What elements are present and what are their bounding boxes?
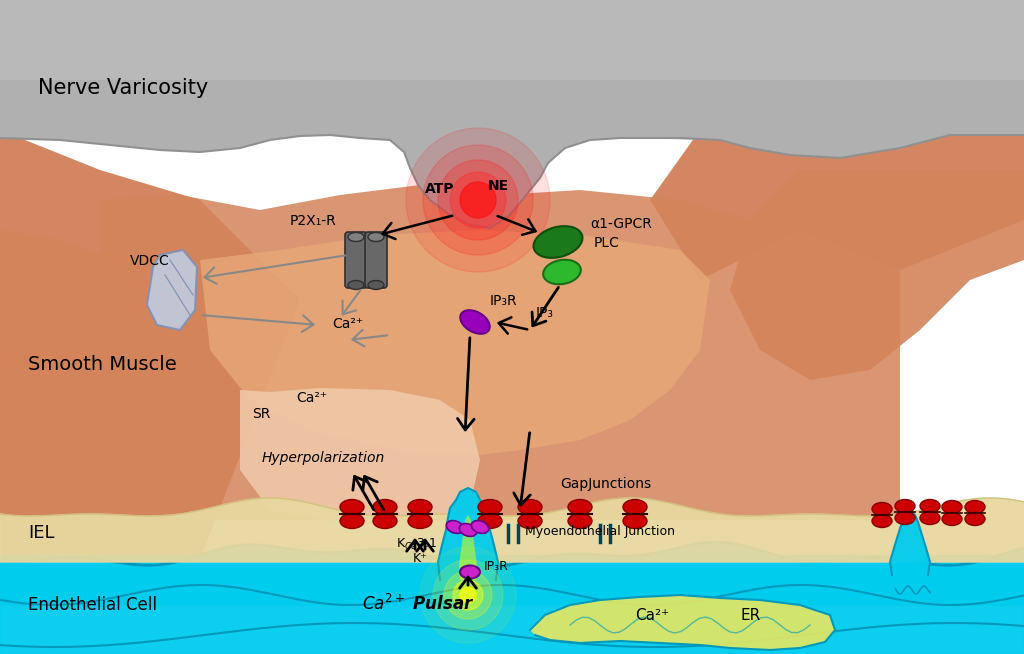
Ellipse shape xyxy=(895,500,915,513)
Ellipse shape xyxy=(518,513,542,528)
Ellipse shape xyxy=(568,513,592,528)
Ellipse shape xyxy=(348,233,364,241)
Text: NE: NE xyxy=(487,179,509,193)
Text: Ca²⁺: Ca²⁺ xyxy=(332,317,364,331)
Text: Ca²⁺: Ca²⁺ xyxy=(635,608,669,623)
Circle shape xyxy=(420,547,516,643)
Polygon shape xyxy=(890,510,930,575)
Text: $Ca^{2+}$ Pulsar: $Ca^{2+}$ Pulsar xyxy=(361,594,474,614)
Circle shape xyxy=(460,182,496,218)
Ellipse shape xyxy=(623,513,647,528)
Ellipse shape xyxy=(895,511,915,525)
Text: K⁺: K⁺ xyxy=(413,552,428,565)
Polygon shape xyxy=(200,230,710,455)
Text: Smooth Muscle: Smooth Muscle xyxy=(28,355,177,374)
Circle shape xyxy=(438,160,518,240)
Polygon shape xyxy=(0,160,240,520)
Text: P2X₁-R: P2X₁-R xyxy=(290,214,337,228)
Ellipse shape xyxy=(942,513,962,526)
Polygon shape xyxy=(650,130,1024,280)
Ellipse shape xyxy=(623,500,647,515)
Text: Nerve Varicosity: Nerve Varicosity xyxy=(38,78,208,98)
Text: K$_{Ca}$3.1: K$_{Ca}$3.1 xyxy=(396,537,437,552)
Text: Endothelial Cell: Endothelial Cell xyxy=(28,596,157,614)
Ellipse shape xyxy=(340,500,364,515)
Polygon shape xyxy=(0,0,1024,80)
Ellipse shape xyxy=(920,500,940,513)
FancyBboxPatch shape xyxy=(345,232,367,288)
Text: Ca²⁺: Ca²⁺ xyxy=(296,391,327,405)
Polygon shape xyxy=(530,595,835,650)
Ellipse shape xyxy=(872,502,892,515)
Text: ATP: ATP xyxy=(425,182,455,196)
Circle shape xyxy=(450,172,506,228)
Circle shape xyxy=(423,145,534,255)
Text: ER: ER xyxy=(740,608,760,623)
Polygon shape xyxy=(433,555,503,580)
Ellipse shape xyxy=(920,511,940,525)
Polygon shape xyxy=(147,250,197,330)
Text: Myoendothelial Junction: Myoendothelial Junction xyxy=(525,525,675,538)
Polygon shape xyxy=(0,0,1024,228)
Ellipse shape xyxy=(460,310,489,334)
Ellipse shape xyxy=(408,513,432,528)
Circle shape xyxy=(433,560,503,630)
Circle shape xyxy=(444,571,492,619)
Ellipse shape xyxy=(368,233,384,241)
Text: Hyperpolarization: Hyperpolarization xyxy=(262,451,385,465)
Text: IP₃R: IP₃R xyxy=(490,294,517,308)
Ellipse shape xyxy=(340,513,364,528)
Circle shape xyxy=(406,128,550,272)
Ellipse shape xyxy=(568,500,592,515)
Ellipse shape xyxy=(373,513,397,528)
Text: IP₃R: IP₃R xyxy=(484,560,509,573)
Text: VDCC: VDCC xyxy=(130,254,170,268)
Ellipse shape xyxy=(471,521,488,534)
Text: α1-GPCR: α1-GPCR xyxy=(590,217,652,231)
Text: IP₃: IP₃ xyxy=(536,306,554,320)
Text: SR: SR xyxy=(252,407,270,421)
Polygon shape xyxy=(730,170,1024,380)
Ellipse shape xyxy=(460,524,477,536)
Polygon shape xyxy=(0,130,300,560)
Polygon shape xyxy=(240,388,480,525)
Text: PLC: PLC xyxy=(594,236,620,250)
Text: GapJunctions: GapJunctions xyxy=(560,477,651,491)
Ellipse shape xyxy=(373,500,397,515)
Ellipse shape xyxy=(942,500,962,513)
Ellipse shape xyxy=(446,521,464,534)
Polygon shape xyxy=(459,515,477,580)
Text: IEL: IEL xyxy=(28,524,54,542)
Ellipse shape xyxy=(478,513,502,528)
Ellipse shape xyxy=(965,513,985,526)
Ellipse shape xyxy=(534,226,583,258)
Circle shape xyxy=(460,587,476,603)
Circle shape xyxy=(453,580,483,610)
Ellipse shape xyxy=(478,500,502,515)
Ellipse shape xyxy=(368,281,384,290)
Polygon shape xyxy=(438,488,498,580)
Ellipse shape xyxy=(460,566,480,579)
Ellipse shape xyxy=(408,500,432,515)
Ellipse shape xyxy=(348,281,364,290)
Ellipse shape xyxy=(965,500,985,513)
Ellipse shape xyxy=(518,500,542,515)
Polygon shape xyxy=(100,185,900,520)
FancyBboxPatch shape xyxy=(365,232,387,288)
Ellipse shape xyxy=(543,260,581,284)
Ellipse shape xyxy=(872,515,892,528)
